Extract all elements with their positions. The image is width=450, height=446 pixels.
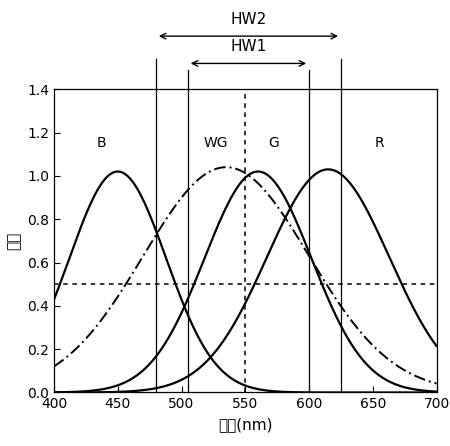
Text: R: R xyxy=(374,136,384,150)
Y-axis label: 感度: 感度 xyxy=(7,232,22,250)
Text: HW2: HW2 xyxy=(230,12,266,27)
X-axis label: 波長(nm): 波長(nm) xyxy=(218,417,273,432)
Text: HW1: HW1 xyxy=(230,39,266,54)
Text: WG: WG xyxy=(204,136,228,150)
Text: B: B xyxy=(96,136,106,150)
Text: G: G xyxy=(268,136,279,150)
